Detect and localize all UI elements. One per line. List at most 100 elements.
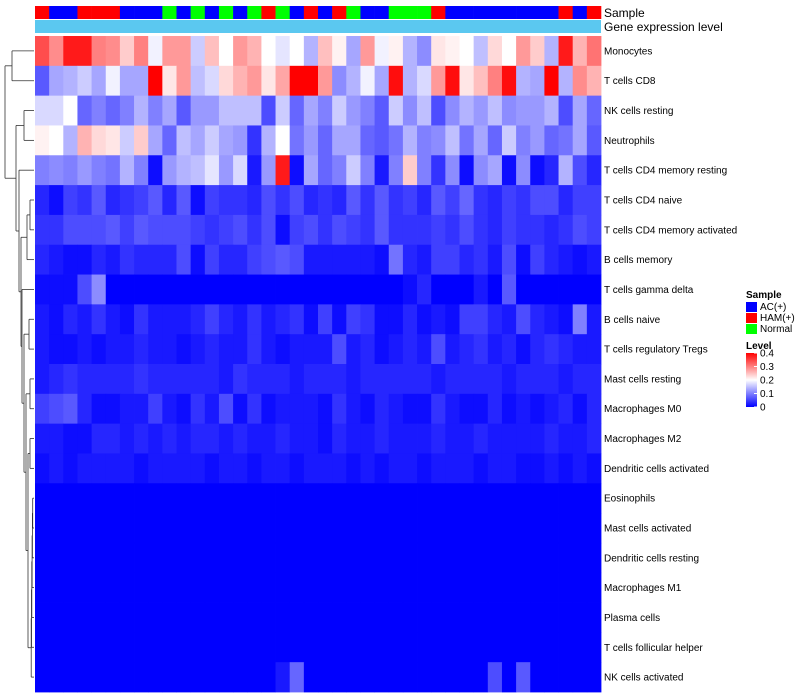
heatmap-cell — [119, 513, 135, 544]
heatmap-cell — [417, 65, 432, 97]
heatmap-cell — [77, 364, 92, 395]
heatmap-cell — [360, 453, 375, 484]
heatmap-cell — [176, 304, 192, 335]
heatmap-cell — [303, 36, 319, 67]
heatmap-cell — [303, 155, 319, 186]
heatmap-cell — [346, 513, 361, 544]
heatmap-cell — [388, 364, 404, 395]
heatmap-cell — [134, 393, 149, 425]
heatmap-cell — [318, 572, 333, 603]
heatmap-cell — [77, 632, 92, 663]
heatmap-cell — [77, 95, 92, 126]
sample-annotation-cell — [332, 6, 347, 19]
heatmap-cell — [572, 334, 588, 365]
heatmap-cell — [572, 423, 588, 454]
heatmap-cell — [49, 155, 64, 186]
heatmap-cell — [134, 602, 149, 633]
heatmap-cell — [233, 602, 248, 633]
heatmap-cell — [431, 304, 446, 335]
heatmap-cell — [190, 155, 206, 186]
heatmap-cell — [49, 572, 64, 603]
heatmap-cell — [63, 155, 78, 186]
heatmap-cell — [275, 453, 291, 484]
heatmap-cell — [459, 274, 475, 305]
heatmap-cell — [332, 483, 347, 514]
heatmap-cell — [346, 185, 361, 216]
heatmap-cell — [388, 274, 404, 305]
heatmap-cell — [530, 423, 545, 454]
heatmap-cell — [558, 214, 574, 246]
heatmap-cell — [289, 364, 305, 395]
heatmap-cell — [332, 244, 347, 275]
heatmap-cell — [318, 632, 333, 663]
heatmap-cell — [346, 483, 361, 514]
heatmap-cell — [119, 185, 135, 216]
heatmap-cell — [105, 393, 121, 425]
heatmap-cell — [105, 572, 121, 603]
heatmap-cell — [332, 513, 347, 544]
heatmap-cell — [501, 155, 517, 186]
heatmap-cell — [77, 185, 92, 216]
heatmap-cell — [91, 274, 107, 305]
heatmap-cell — [176, 572, 192, 603]
heatmap-cell — [63, 483, 78, 514]
heatmap-cell — [261, 304, 276, 335]
heatmap-cell — [204, 364, 220, 395]
heatmap-cell — [218, 572, 234, 603]
heatmap-cell — [572, 95, 588, 126]
row-label: NK cells activated — [604, 673, 683, 684]
heatmap-cell — [148, 364, 163, 395]
heatmap-cell — [360, 214, 375, 246]
heatmap-cell — [119, 364, 135, 395]
heatmap-cell — [275, 513, 291, 544]
heatmap-cell — [176, 364, 192, 395]
heatmap-cell — [332, 304, 347, 335]
heatmap-cell — [176, 393, 192, 425]
heatmap-cell — [35, 364, 50, 395]
heatmap-cell — [417, 453, 432, 484]
heatmap-cell — [360, 244, 375, 275]
heatmap-cell — [445, 185, 460, 216]
heatmap-cell — [303, 632, 319, 663]
heatmap-cell — [63, 304, 78, 335]
heatmap-cell — [402, 513, 418, 544]
heatmap-cell — [501, 274, 517, 305]
heatmap-cell — [586, 662, 602, 693]
heatmap-cell — [218, 453, 234, 484]
heatmap-cell — [190, 36, 206, 67]
heatmap-cell — [218, 513, 234, 544]
heatmap-cell — [374, 334, 390, 365]
heatmap-cell — [473, 65, 489, 97]
heatmap-cell — [275, 185, 291, 216]
heatmap-cell — [35, 423, 50, 454]
heatmap-cell — [332, 65, 347, 97]
heatmap-cell — [459, 244, 475, 275]
sample-annotation-cell — [35, 6, 50, 19]
heatmap-cell — [233, 542, 248, 574]
heatmap-cell — [148, 423, 163, 454]
heatmap-cell — [275, 364, 291, 395]
heatmap-cell — [63, 364, 78, 395]
heatmap-cell — [49, 334, 64, 365]
sample-annotation-cell — [431, 6, 446, 19]
heatmap-cell — [445, 95, 460, 126]
heatmap-cell — [105, 513, 121, 544]
heatmap-cell — [134, 542, 149, 574]
heatmap-cell — [190, 95, 206, 126]
heatmap-cell — [162, 95, 177, 126]
heatmap-cell — [487, 513, 503, 544]
heatmap-cell — [374, 65, 390, 97]
heatmap-cell — [148, 513, 163, 544]
heatmap-cell — [148, 483, 163, 514]
heatmap-cell — [233, 662, 248, 693]
row-labels: Monocytes T cells CD8 NK cells resting Neut… — [604, 46, 737, 683]
heatmap-cell — [204, 95, 220, 126]
heatmap-cell — [218, 125, 234, 156]
heatmap-cell — [501, 95, 517, 126]
heatmap-cell — [176, 155, 192, 186]
heatmap-cell — [261, 214, 276, 246]
heatmap-cell — [501, 602, 517, 633]
heatmap-cell — [190, 334, 206, 365]
heatmap-cell — [190, 393, 206, 425]
heatmap-cell — [402, 483, 418, 514]
